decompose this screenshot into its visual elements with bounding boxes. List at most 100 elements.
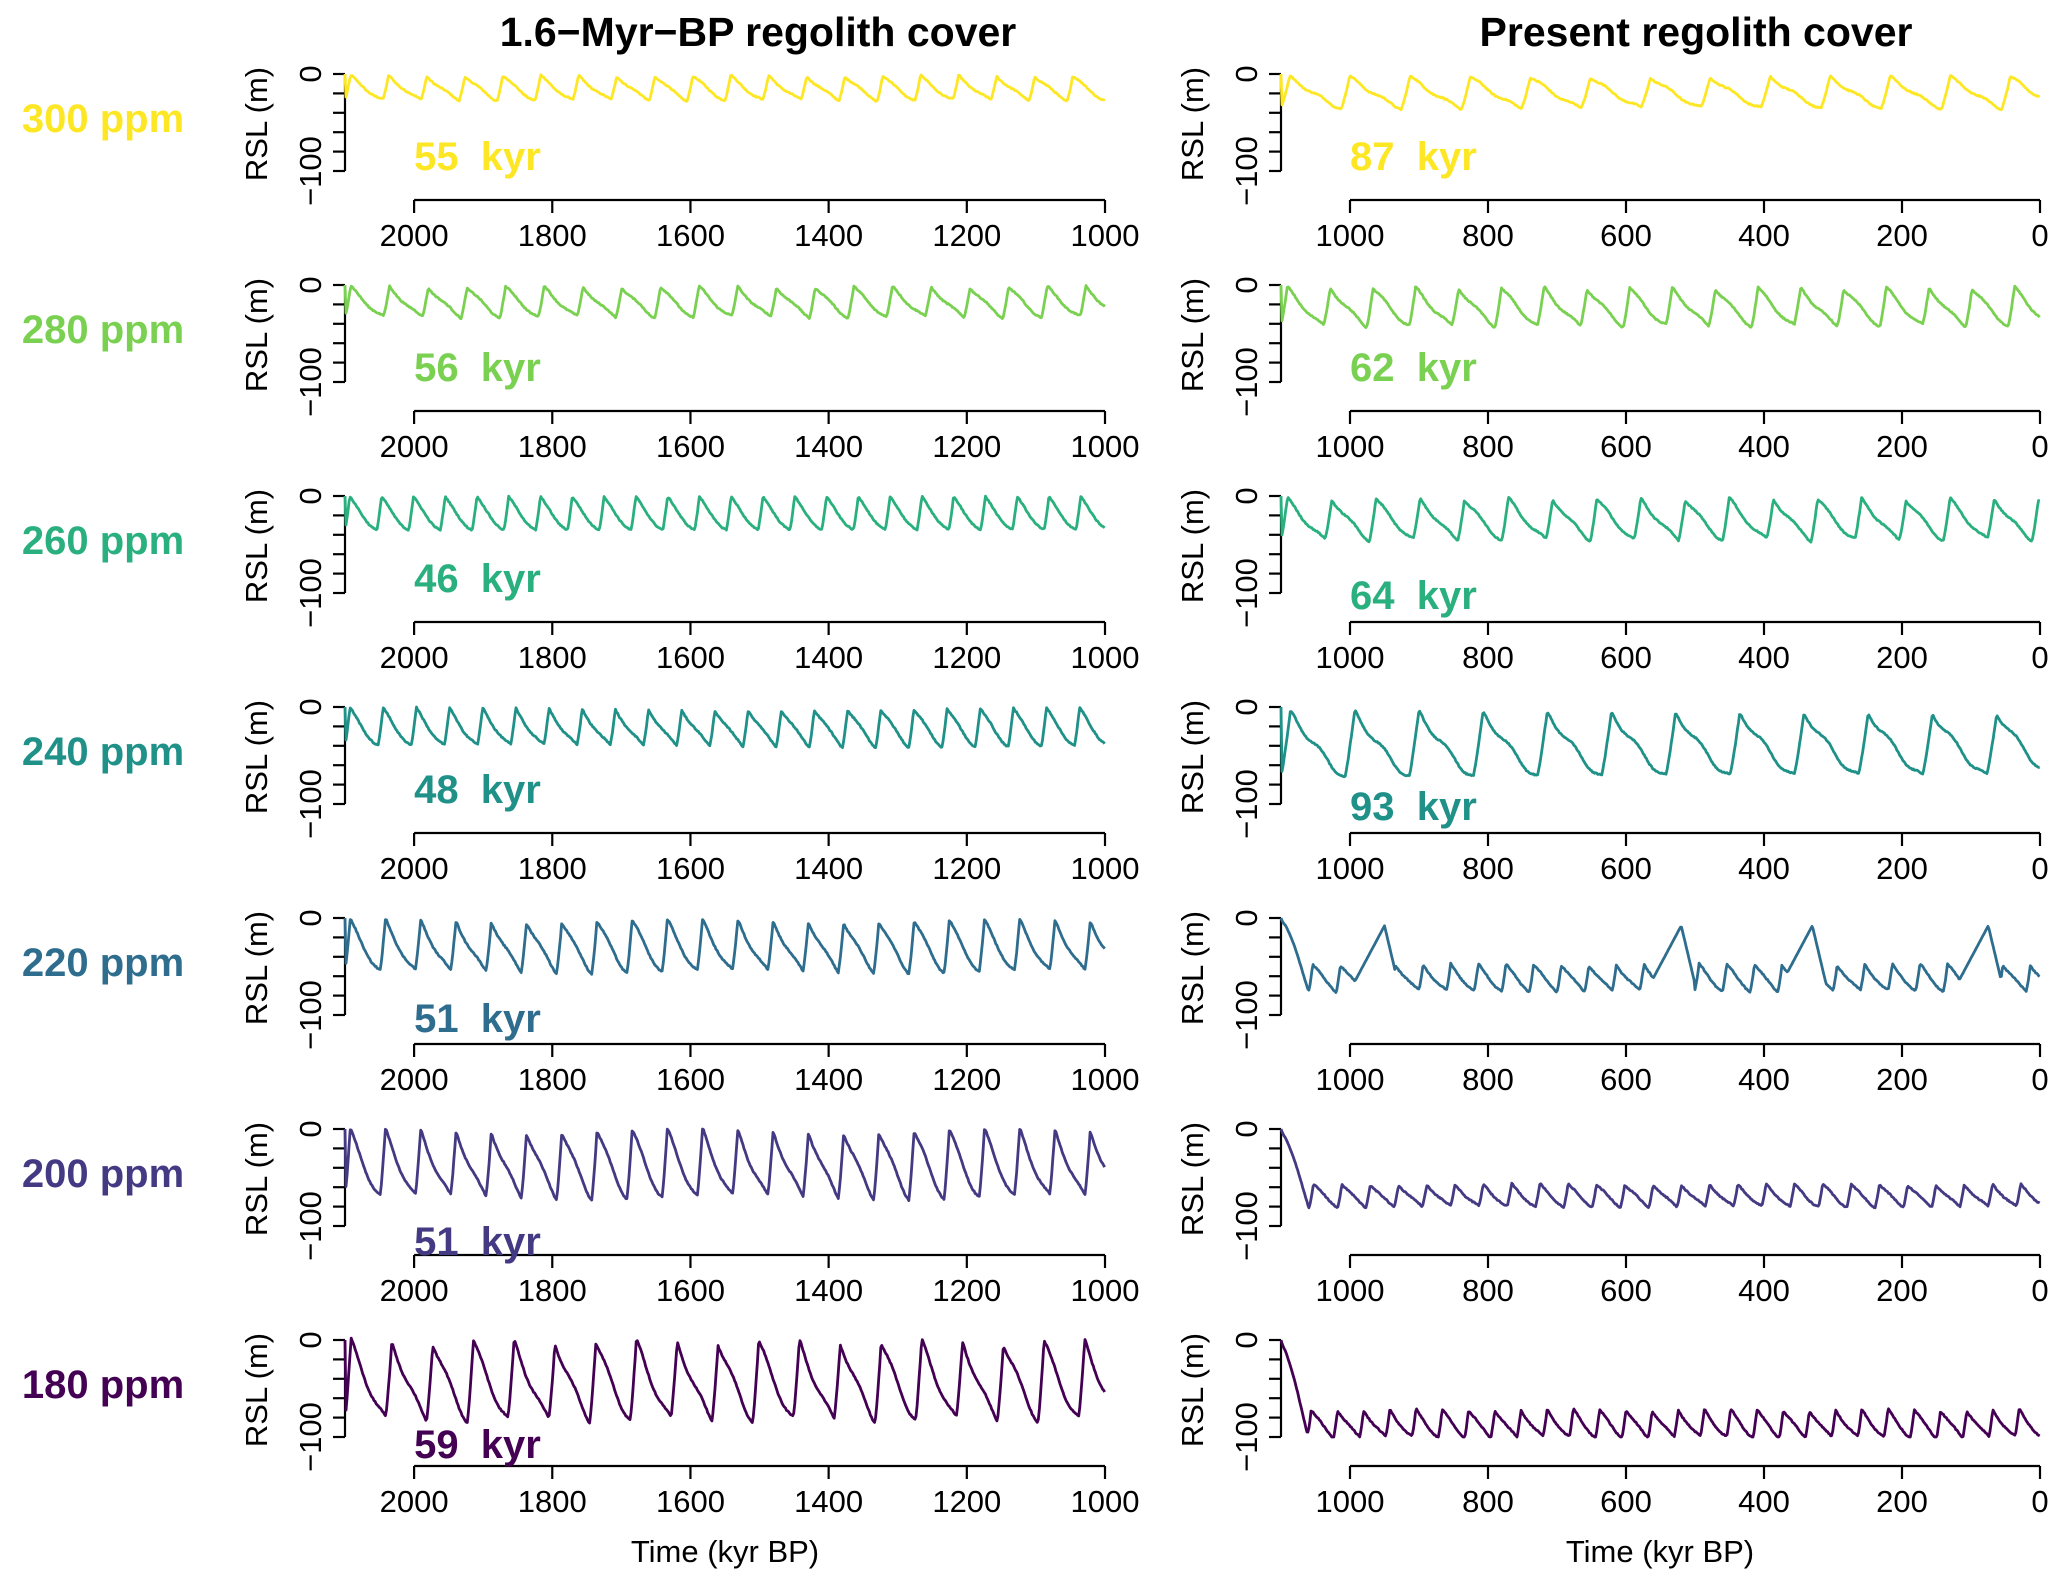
- x-tick-label: 1000: [1071, 1062, 1140, 1097]
- x-tick-label: 0: [2031, 851, 2048, 886]
- x-tick-label: 200: [1876, 429, 1928, 464]
- y-tick-label: 0: [1229, 698, 1264, 715]
- y-axis-label: RSL (m): [1175, 1333, 1210, 1447]
- x-tick-label: 1000: [1071, 218, 1140, 253]
- rsl-series-line: [343, 73, 1106, 103]
- x-tick-label: 1000: [1071, 429, 1140, 464]
- panel-280-ppm-left: 0 −100 RSL (m) 2000 1800 1600 1400 1200 1000 56 k…: [239, 276, 1139, 464]
- x-tick-label: 1000: [1316, 640, 1385, 675]
- co2-label: 280 ppm: [22, 308, 184, 352]
- period-label: 46 kyr: [414, 557, 541, 601]
- rsl-series-line: [343, 284, 1106, 321]
- x-tick-label: 2000: [380, 218, 449, 253]
- period-label: 48 kyr: [414, 768, 541, 812]
- period-label: 64 kyr: [1350, 574, 1477, 618]
- x-tick-label: 2000: [380, 1484, 449, 1519]
- x-tick-label: 1000: [1071, 1273, 1140, 1308]
- rsl-series-line: [1279, 706, 2041, 779]
- x-tick-label: 2000: [380, 429, 449, 464]
- x-tick-label: 1000: [1316, 1484, 1385, 1519]
- co2-label: 200 ppm: [22, 1152, 184, 1196]
- rsl-series-line: [1279, 1128, 2041, 1210]
- x-tick-label: 1800: [518, 1273, 587, 1308]
- y-tick-label: −100: [1229, 1191, 1264, 1261]
- x-tick-label: 400: [1738, 218, 1790, 253]
- x-tick-label: 800: [1462, 1273, 1514, 1308]
- y-tick-label: −100: [1229, 769, 1264, 839]
- x-tick-label: 200: [1876, 1273, 1928, 1308]
- y-tick-label: 0: [1229, 487, 1264, 504]
- y-axis-label: RSL (m): [239, 911, 274, 1025]
- rsl-series-line: [343, 705, 1106, 749]
- x-tick-label: 200: [1876, 1484, 1928, 1519]
- y-tick-label: 0: [293, 909, 328, 926]
- x-tick-label: 1400: [794, 218, 863, 253]
- panel-180-ppm-right: 0 −100 RSL (m) 1000 800 600 400 200 0: [1175, 1331, 2049, 1519]
- period-label: 56 kyr: [414, 346, 541, 390]
- x-tick-label: 1200: [932, 1484, 1001, 1519]
- period-label: 51 kyr: [414, 1220, 541, 1264]
- y-axis-label: RSL (m): [239, 700, 274, 814]
- co2-label: 240 ppm: [22, 730, 184, 774]
- y-axis-label: RSL (m): [1175, 700, 1210, 814]
- x-tick-label: 400: [1738, 1273, 1790, 1308]
- x-tick-label: 1400: [794, 1273, 863, 1308]
- x-tick-label: 2000: [380, 851, 449, 886]
- x-tick-label: 1800: [518, 640, 587, 675]
- y-tick-label: −100: [1229, 136, 1264, 206]
- y-tick-label: −100: [293, 136, 328, 206]
- x-tick-label: 0: [2031, 1484, 2048, 1519]
- panel-220-ppm-left: 0 −100 RSL (m) 2000 1800 1600 1400 1200 1000 51 k…: [239, 909, 1139, 1097]
- panel-240-ppm-right: 0 −100 RSL (m) 1000 800 600 400 200 0 93 kyr: [1175, 698, 2049, 886]
- y-tick-label: 0: [293, 65, 328, 82]
- x-tick-label: 600: [1600, 851, 1652, 886]
- x-tick-label: 1800: [518, 1484, 587, 1519]
- x-tick-label: 1200: [932, 218, 1001, 253]
- y-axis-label: RSL (m): [239, 278, 274, 392]
- y-tick-label: −100: [293, 980, 328, 1050]
- y-tick-label: −100: [1229, 1402, 1264, 1472]
- co2-label: 300 ppm: [22, 97, 184, 141]
- column-title-right: Present regolith cover: [1480, 9, 1913, 55]
- y-tick-label: 0: [293, 1120, 328, 1137]
- x-tick-label: 200: [1876, 851, 1928, 886]
- period-label: 51 kyr: [414, 997, 541, 1041]
- panel-280-ppm-right: 0 −100 RSL (m) 1000 800 600 400 200 0 62 kyr: [1175, 276, 2049, 464]
- co2-label: 260 ppm: [22, 519, 184, 563]
- y-axis-label: RSL (m): [1175, 911, 1210, 1025]
- period-label: 59 kyr: [414, 1423, 541, 1467]
- panel-220-ppm-right: 0 −100 RSL (m) 1000 800 600 400 200 0: [1175, 909, 2049, 1097]
- x-tick-label: 600: [1600, 1484, 1652, 1519]
- period-label: 55 kyr: [414, 135, 541, 179]
- x-tick-label: 1600: [656, 429, 725, 464]
- x-tick-label: 1800: [518, 218, 587, 253]
- panel-200-ppm-right: 0 −100 RSL (m) 1000 800 600 400 200 0: [1175, 1120, 2049, 1308]
- y-tick-label: −100: [293, 1191, 328, 1261]
- x-tick-label: 1000: [1071, 640, 1140, 675]
- x-tick-label: 600: [1600, 640, 1652, 675]
- rsl-series-line: [1279, 1339, 2041, 1439]
- y-axis-label: RSL (m): [239, 1122, 274, 1236]
- y-axis-label: RSL (m): [1175, 67, 1210, 181]
- x-tick-label: 800: [1462, 218, 1514, 253]
- panel-200-ppm-left: 0 −100 RSL (m) 2000 1800 1600 1400 1200 1000 51 k…: [239, 1120, 1139, 1308]
- x-tick-label: 1800: [518, 851, 587, 886]
- x-tick-label: 1000: [1316, 1273, 1385, 1308]
- y-axis-label: RSL (m): [239, 489, 274, 603]
- x-tick-label: 1600: [656, 1484, 725, 1519]
- x-tick-label: 800: [1462, 851, 1514, 886]
- y-tick-label: 0: [293, 698, 328, 715]
- x-tick-label: 600: [1600, 429, 1652, 464]
- y-tick-label: 0: [1229, 276, 1264, 293]
- panel-260-ppm-left: 0 −100 RSL (m) 2000 1800 1600 1400 1200 1000 46 k…: [239, 487, 1139, 675]
- x-tick-label: 1200: [932, 1273, 1001, 1308]
- x-tick-label: 400: [1738, 429, 1790, 464]
- y-tick-label: 0: [1229, 1120, 1264, 1137]
- rsl-series-line: [343, 917, 1106, 976]
- co2-label: 220 ppm: [22, 941, 184, 985]
- y-axis-label: RSL (m): [1175, 1122, 1210, 1236]
- x-tick-label: 1400: [794, 1484, 863, 1519]
- rsl-series-line: [1279, 73, 2041, 112]
- x-tick-label: 200: [1876, 218, 1928, 253]
- y-tick-label: −100: [293, 769, 328, 839]
